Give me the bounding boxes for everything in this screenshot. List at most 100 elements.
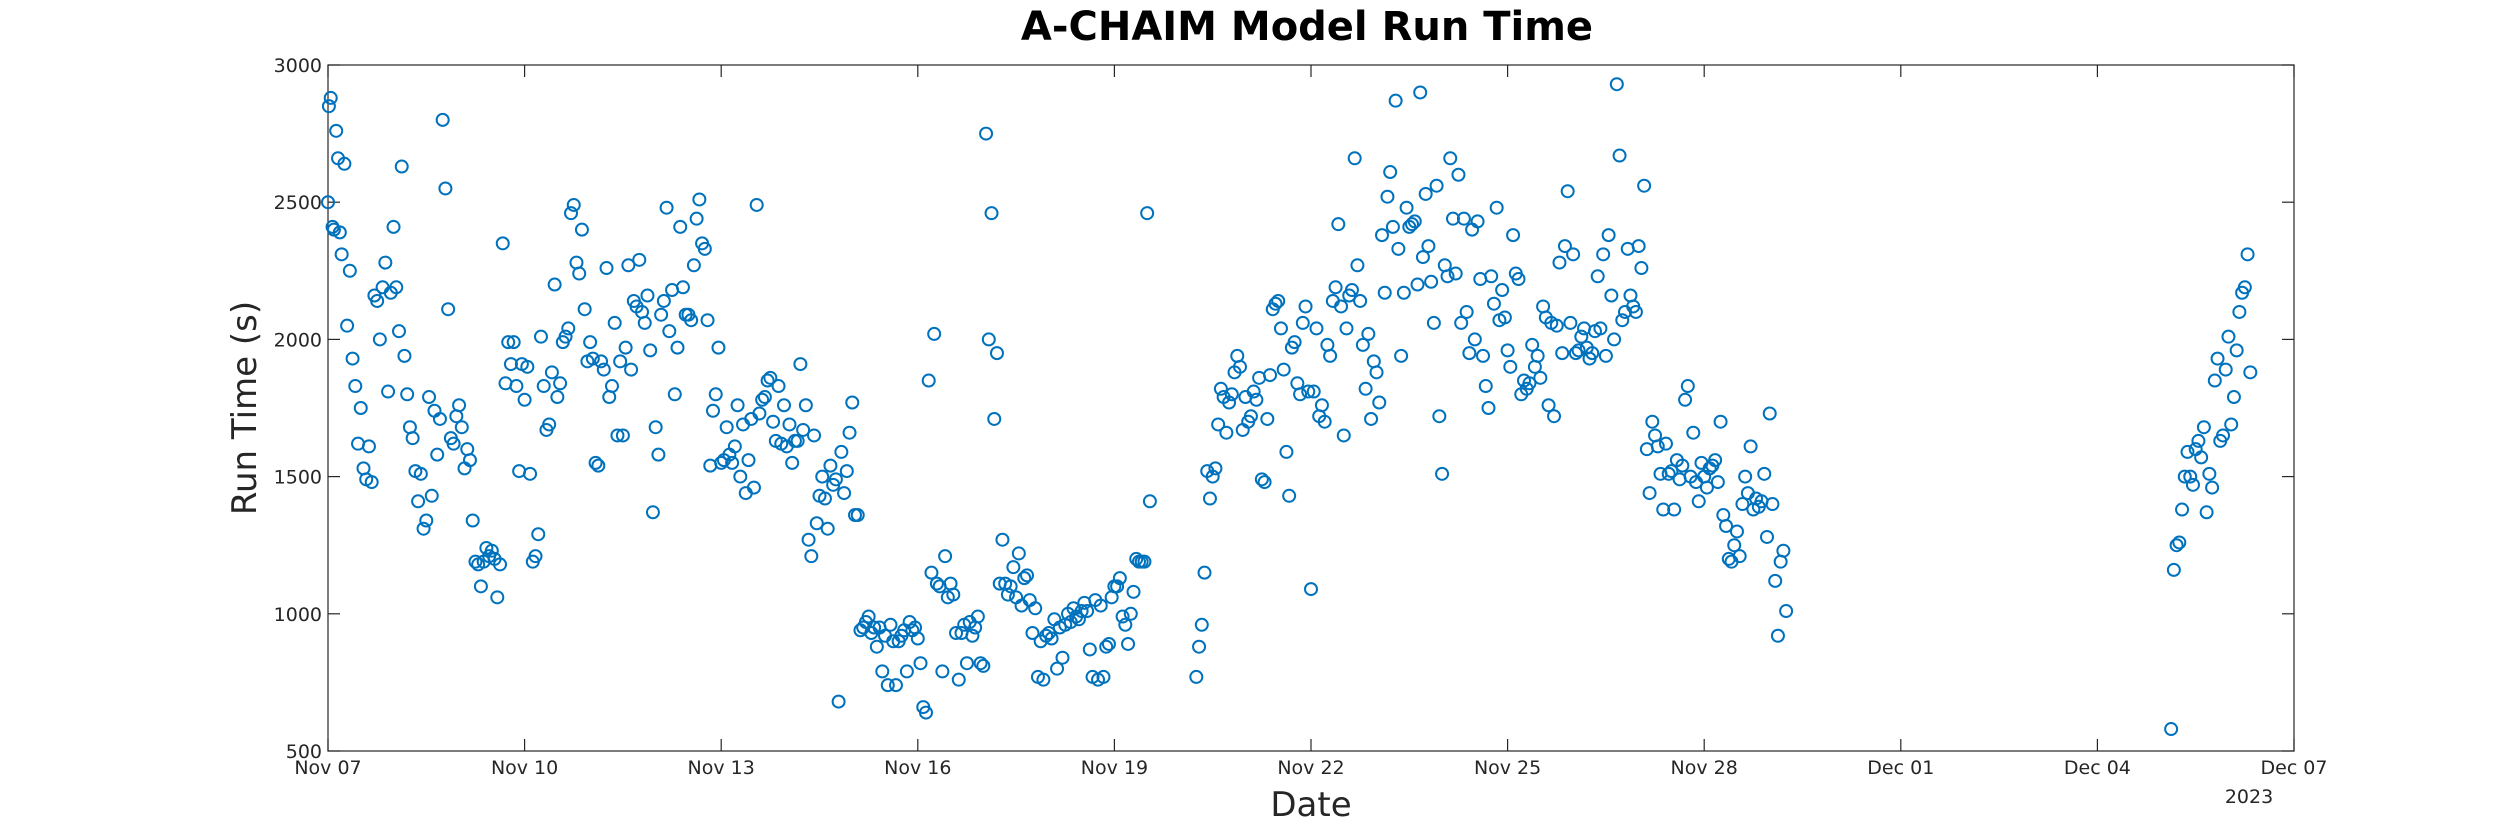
data-point [656, 293, 671, 308]
data-point [760, 373, 775, 388]
data-point [2205, 480, 2220, 495]
data-point [1396, 285, 1411, 300]
data-point [1560, 184, 1575, 199]
data-point [615, 428, 630, 443]
data-point [979, 126, 994, 141]
data-point [1609, 77, 1624, 92]
data-point [875, 664, 890, 679]
data-point [798, 398, 813, 413]
data-point [1631, 239, 1646, 254]
data-point [1355, 337, 1370, 352]
data-point [1260, 411, 1275, 426]
data-point [741, 453, 756, 468]
data-point [1110, 579, 1125, 594]
data-point [1314, 398, 1329, 413]
data-point [727, 439, 742, 454]
data-point [2216, 428, 2231, 443]
y-axis-label: Run Time (s) [225, 301, 265, 515]
data-point [981, 332, 996, 347]
data-point [1339, 321, 1354, 336]
data-point [1511, 272, 1526, 287]
data-point [536, 379, 551, 394]
data-point [1410, 277, 1425, 292]
x-axis-label: Date [1270, 785, 1351, 825]
data-point [2169, 538, 2184, 553]
data-point [755, 392, 770, 407]
data-point [1637, 178, 1652, 193]
data-point [1779, 604, 1794, 619]
data-point [804, 549, 819, 564]
data-point [1279, 444, 1294, 459]
data-point [1044, 631, 1059, 646]
x-tick-label: Nov 10 [491, 757, 558, 779]
data-point [793, 357, 808, 372]
data-point [1530, 348, 1545, 363]
data-point [1036, 672, 1051, 687]
data-point [583, 335, 598, 350]
data-point [323, 90, 338, 105]
data-point [585, 351, 600, 366]
data-points [321, 77, 2258, 737]
data-point [348, 379, 363, 394]
data-point [624, 362, 639, 377]
data-point [468, 554, 483, 569]
data-point [2221, 329, 2236, 344]
data-point [1066, 601, 1081, 616]
data-point [1192, 639, 1207, 654]
data-point [1525, 337, 1540, 352]
data-point [1557, 239, 1572, 254]
data-point [1374, 228, 1389, 243]
data-point [1590, 269, 1605, 284]
data-point [757, 390, 772, 405]
data-point [1208, 461, 1223, 476]
data-point [1282, 488, 1297, 503]
data-point [1727, 538, 1742, 553]
data-point [596, 362, 611, 377]
data-point [771, 379, 786, 394]
data-point [1115, 609, 1130, 624]
data-point [883, 617, 898, 632]
data-point [1708, 453, 1723, 468]
plot-area-frame [327, 64, 2295, 752]
data-point [763, 370, 778, 385]
data-point [686, 258, 701, 273]
data-point [1699, 480, 1714, 495]
data-point [334, 247, 349, 262]
data-point [1080, 604, 1095, 619]
data-point [1082, 642, 1097, 657]
y-tick-label: 500 [286, 741, 322, 763]
data-point [1568, 346, 1583, 361]
data-point [1454, 315, 1469, 330]
data-point [815, 469, 830, 484]
data-point [1276, 362, 1291, 377]
data-point [1760, 529, 1775, 544]
data-point [340, 318, 355, 333]
data-point [839, 464, 854, 479]
data-point [424, 488, 439, 503]
data-point [1489, 200, 1504, 215]
data-point [1121, 636, 1136, 651]
data-point [528, 549, 543, 564]
data-point [1770, 628, 1785, 643]
data-point [1093, 598, 1108, 613]
data-point [454, 420, 469, 435]
data-point [1377, 285, 1392, 300]
data-point [831, 694, 846, 709]
data-point [1298, 299, 1313, 314]
data-point [1735, 497, 1750, 512]
data-point [520, 359, 535, 374]
data-point [1372, 395, 1387, 410]
data-point [670, 340, 685, 355]
data-point [1055, 650, 1070, 665]
data-point [989, 346, 1004, 361]
data-point [2240, 247, 2255, 262]
data-point [2199, 505, 2214, 520]
data-point [1071, 612, 1086, 627]
data-point [1686, 425, 1701, 440]
data-point [1547, 409, 1562, 424]
data-point [1257, 475, 1272, 490]
data-point [1050, 661, 1065, 676]
data-point [1552, 255, 1567, 270]
data-point [1407, 214, 1422, 229]
data-point [959, 656, 974, 671]
